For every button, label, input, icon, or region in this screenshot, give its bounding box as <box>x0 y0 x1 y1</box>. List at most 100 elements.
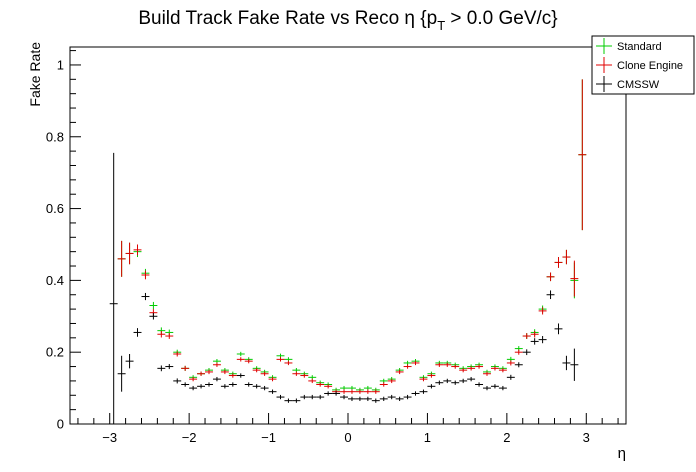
data-point <box>546 272 555 282</box>
y-axis-label: Fake Rate <box>27 42 43 107</box>
data-point <box>379 382 388 387</box>
data-point <box>189 385 198 391</box>
series-standard <box>117 79 587 393</box>
data-point <box>181 365 190 371</box>
data-point <box>498 385 507 391</box>
data-point <box>363 396 372 402</box>
x-tick-label: 0 <box>344 430 351 445</box>
y-tick-label: 1 <box>57 57 64 72</box>
data-point <box>340 389 348 394</box>
data-point <box>395 396 404 402</box>
data-point <box>141 270 150 280</box>
data-point <box>220 369 229 375</box>
data-point <box>260 385 269 391</box>
data-point <box>117 240 126 277</box>
data-point <box>141 292 150 301</box>
y-tick-label: 0.2 <box>46 345 64 360</box>
data-point <box>403 394 412 400</box>
y-tick-label: 0.6 <box>46 201 64 216</box>
data-point <box>165 364 174 370</box>
data-point <box>181 382 190 387</box>
data-point <box>363 389 372 394</box>
data-point <box>133 244 142 256</box>
data-point <box>562 249 571 265</box>
data-point <box>197 384 206 389</box>
data-point <box>228 373 237 378</box>
data-point <box>149 301 158 310</box>
data-point <box>149 313 158 320</box>
data-point <box>340 394 348 400</box>
data-point <box>300 373 309 378</box>
data-point <box>292 371 301 376</box>
data-point <box>570 260 579 297</box>
data-point <box>379 396 388 402</box>
plot-frame <box>69 46 627 425</box>
data-point <box>284 398 293 403</box>
data-point <box>197 371 206 376</box>
data-point <box>514 349 523 355</box>
data-point <box>498 367 507 373</box>
legend-label: Standard <box>617 41 662 53</box>
data-point <box>157 365 166 372</box>
data-point <box>419 376 428 382</box>
data-markers <box>109 79 587 424</box>
data-point <box>268 389 277 394</box>
data-point <box>276 394 285 400</box>
data-point <box>419 389 428 394</box>
data-point <box>212 376 221 382</box>
series-clone-engine <box>117 79 587 394</box>
legend-label: CMSSW <box>617 79 660 91</box>
data-point <box>189 376 198 382</box>
data-point <box>371 389 380 394</box>
legend-entries: Standard Clone Engine CMSSW <box>596 38 683 92</box>
data-point <box>467 376 476 382</box>
y-tick-label: 0 <box>57 417 64 432</box>
data-point <box>205 382 213 387</box>
chart-title: Build Track Fake Rate vs Reco η {pT > 0.… <box>138 8 557 33</box>
data-point <box>236 351 245 357</box>
data-point <box>125 353 134 369</box>
data-point <box>165 333 174 339</box>
data-point <box>109 152 118 424</box>
data-point <box>308 394 317 400</box>
data-point <box>276 357 285 362</box>
data-point <box>355 396 364 402</box>
legend-entry: Clone Engine <box>596 57 683 73</box>
data-point <box>395 369 404 375</box>
y-tick-label: 0.4 <box>46 273 64 288</box>
legend-entry: Standard <box>596 38 662 54</box>
data-point <box>133 328 142 337</box>
data-point <box>538 336 547 344</box>
legend: Standard Clone Engine CMSSW <box>591 35 695 95</box>
x-tick-label: −3 <box>102 430 117 445</box>
data-point <box>435 362 444 367</box>
data-point <box>387 394 396 400</box>
data-point <box>316 382 325 387</box>
data-point <box>252 367 261 373</box>
data-point <box>173 378 182 384</box>
x-tick-label: 1 <box>424 430 431 445</box>
data-point <box>300 394 309 400</box>
data-point <box>490 366 499 371</box>
data-point <box>459 367 468 373</box>
y-tick-label: 0.8 <box>46 129 64 144</box>
data-point <box>490 384 499 389</box>
data-point <box>268 376 277 382</box>
data-point <box>403 364 412 369</box>
data-point <box>348 396 356 402</box>
data-point <box>475 364 484 369</box>
x-axis-label: η <box>618 445 626 462</box>
x-tick-label: −2 <box>182 430 197 445</box>
data-point <box>220 384 229 389</box>
data-point <box>260 371 269 376</box>
data-point <box>435 380 444 385</box>
data-point <box>562 355 571 371</box>
data-point <box>236 357 245 362</box>
data-point <box>244 359 253 364</box>
axis-ticks <box>70 50 619 425</box>
chart-title-tail: > 0.0 GeV/c} <box>445 8 558 29</box>
data-point <box>443 362 452 367</box>
data-point <box>483 371 491 376</box>
data-point <box>371 398 380 403</box>
data-point <box>546 290 555 300</box>
